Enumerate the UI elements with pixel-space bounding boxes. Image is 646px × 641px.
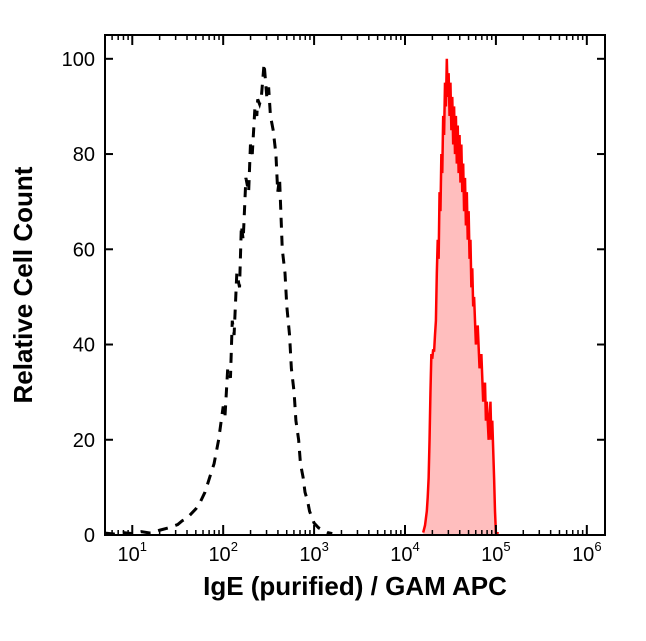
y-axis-title: Relative Cell Count	[8, 166, 38, 403]
y-tick-label: 20	[73, 430, 95, 452]
y-tick-label: 80	[73, 144, 95, 166]
flow-cytometry-histogram: 020406080100101102103104105106Relative C…	[0, 0, 646, 641]
y-tick-label: 0	[84, 525, 95, 547]
x-axis-title: IgE (purified) / GAM APC	[203, 571, 507, 601]
y-tick-label: 100	[62, 49, 95, 71]
y-tick-label: 40	[73, 335, 95, 357]
y-tick-label: 60	[73, 239, 95, 261]
chart-svg: 020406080100101102103104105106Relative C…	[0, 0, 646, 641]
